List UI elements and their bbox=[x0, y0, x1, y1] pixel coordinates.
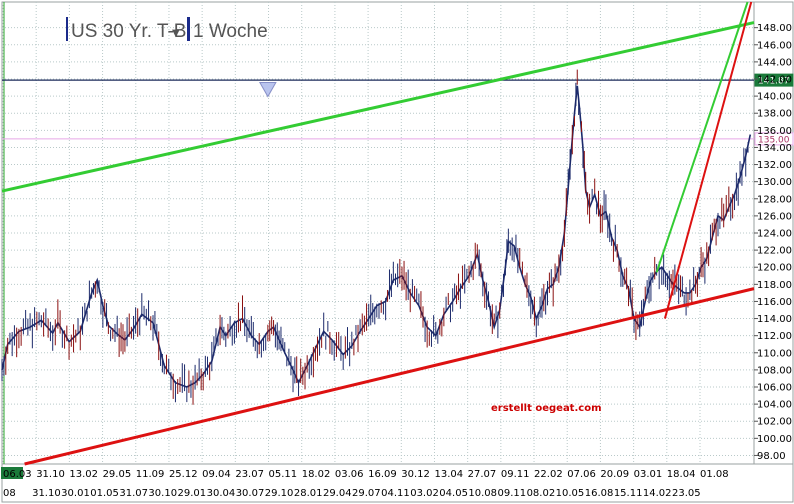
x-tick-label-top: 03.01 bbox=[634, 469, 663, 480]
level-label-resistance: 141.87 bbox=[758, 77, 790, 87]
x-tick-label-top: 16.09 bbox=[368, 469, 397, 480]
instrument-selector[interactable]: US 30 Yr. T-B bbox=[71, 21, 186, 42]
x-tick-label-top: 11.09 bbox=[136, 469, 165, 480]
y-tick-label: 148.00 bbox=[757, 23, 792, 34]
x-tick-label-top: 09.11 bbox=[501, 469, 530, 480]
grid-lines bbox=[2, 2, 754, 464]
x-tick-label-bottom: 29.04 bbox=[323, 488, 352, 499]
trendline-upper-channel bbox=[1, 21, 755, 193]
header-left-bar bbox=[66, 17, 68, 41]
x-tick-label-bottom: 10.05 bbox=[556, 488, 585, 499]
y-tick-label: 138.00 bbox=[757, 109, 792, 120]
x-tick-label-top: 13.02 bbox=[69, 469, 98, 480]
x-tick-label-bottom: 09.11 bbox=[497, 488, 526, 499]
x-tick-label-bottom: 16.08 bbox=[585, 488, 614, 499]
level-badge-resistance bbox=[754, 73, 794, 87]
y-tick-label: 100.00 bbox=[757, 434, 792, 445]
x-tick-label-top: 05.11 bbox=[269, 469, 298, 480]
x-tick-label-bottom: 31.10 bbox=[32, 488, 61, 499]
x-tick-label-top: 18.04 bbox=[667, 469, 696, 480]
triangle-marker-icon bbox=[258, 82, 277, 98]
plot-area[interactable] bbox=[1, 1, 755, 465]
x-tick-label-top: 01.08 bbox=[700, 469, 729, 480]
x-tick-label-bottom: 29.07 bbox=[352, 488, 381, 499]
x-tick-label-bottom: 03.02 bbox=[410, 488, 439, 499]
trendlines bbox=[1, 1, 755, 466]
horizontal-levels: 141.87 135.00 bbox=[2, 73, 794, 146]
x-axis-panel bbox=[1, 463, 794, 503]
x-tick-label-bottom: 31.07 bbox=[119, 488, 148, 499]
x-tick-label-top: 29.05 bbox=[103, 469, 132, 480]
header-mid-bar bbox=[187, 17, 190, 41]
y-tick-label: 110.00 bbox=[757, 348, 792, 359]
y-tick-label: 130.00 bbox=[757, 177, 792, 188]
y-tick-label: 118.00 bbox=[757, 280, 792, 291]
date-highlight-box bbox=[1, 467, 23, 479]
price-series bbox=[1, 69, 752, 405]
y-tick-label: 136.00 bbox=[757, 126, 792, 137]
x-tick-label-top: 31.10 bbox=[36, 469, 65, 480]
y-axis-ticks: 98.00 100.00 102.00 104.00 106.00 108.00 110.0… bbox=[754, 23, 792, 462]
x-tick-label-bottom: 01.05 bbox=[90, 488, 119, 499]
credit-label: erstellt oegeat.com bbox=[491, 403, 601, 414]
x-tick-label-bottom: 29.10 bbox=[265, 488, 294, 499]
y-tick-label: 108.00 bbox=[757, 365, 792, 376]
chevron-down-icon[interactable]: ▼ bbox=[172, 28, 180, 39]
y-tick-label: 128.00 bbox=[757, 194, 792, 205]
trendline-steep-channel bbox=[655, 1, 749, 273]
y-tick-label: 126.00 bbox=[757, 211, 792, 222]
chart-markers bbox=[258, 82, 277, 98]
x-tick-label-bottom: 08 bbox=[3, 488, 16, 499]
y-tick-label: 102.00 bbox=[757, 417, 792, 428]
x-tick-label-bottom: 28.01 bbox=[294, 488, 323, 499]
x-tick-label-bottom: 30.10 bbox=[148, 488, 177, 499]
chart-header: US 30 Yr. T-B ▼ 1 Woche bbox=[66, 17, 268, 42]
trendline-lower-channel bbox=[24, 287, 755, 466]
x-tick-label-top: 07.06 bbox=[567, 469, 596, 480]
y-tick-label: 140.00 bbox=[757, 92, 792, 103]
level-label-pink: 135.00 bbox=[758, 135, 790, 145]
y-tick-label: 142.00 bbox=[757, 75, 792, 86]
x-tick-label-top: 18.02 bbox=[302, 469, 331, 480]
y-tick-label: 122.00 bbox=[757, 246, 792, 257]
x-tick-label-top: 06.03 bbox=[3, 469, 32, 480]
x-tick-label-bottom: 08.02 bbox=[527, 488, 556, 499]
y-tick-label: 104.00 bbox=[757, 400, 792, 411]
x-tick-label-top: 03.06 bbox=[335, 469, 364, 480]
x-tick-label-bottom: 30.01 bbox=[61, 488, 90, 499]
x-tick-label-bottom: 04.05 bbox=[439, 488, 468, 499]
y-tick-label: 98.00 bbox=[757, 451, 786, 462]
x-tick-label-top: 20.09 bbox=[600, 469, 629, 480]
y-tick-label: 112.00 bbox=[757, 331, 792, 342]
y-tick-label: 106.00 bbox=[757, 383, 792, 394]
x-tick-label-top: 25.12 bbox=[169, 469, 198, 480]
x-tick-label-bottom: 10.08 bbox=[468, 488, 497, 499]
y-tick-label: 116.00 bbox=[757, 297, 792, 308]
x-tick-label-bottom: 15.11 bbox=[614, 488, 643, 499]
x-tick-label-top: 23.07 bbox=[235, 469, 264, 480]
x-tick-label-top: 22.02 bbox=[534, 469, 563, 480]
y-tick-label: 124.00 bbox=[757, 229, 792, 240]
y-tick-label: 120.00 bbox=[757, 263, 792, 274]
y-tick-label: 132.00 bbox=[757, 160, 792, 171]
x-tick-label-bottom: 30.07 bbox=[236, 488, 265, 499]
x-tick-label-top: 27.07 bbox=[468, 469, 497, 480]
trendline-steep-support bbox=[663, 1, 753, 319]
x-tick-label-bottom: 04.11 bbox=[381, 488, 410, 499]
level-badge-pink bbox=[754, 132, 794, 146]
x-tick-label-bottom: 30.04 bbox=[207, 488, 236, 499]
x-tick-label-bottom: 29.01 bbox=[178, 488, 207, 499]
x-tick-label-bottom: 14.02 bbox=[643, 488, 672, 499]
y-tick-label: 134.00 bbox=[757, 143, 792, 154]
timeframe-label[interactable]: 1 Woche bbox=[193, 21, 268, 42]
y-tick-label: 146.00 bbox=[757, 40, 792, 51]
x-tick-label-top: 09.04 bbox=[202, 469, 231, 480]
x-tick-label-bottom: 23.05 bbox=[672, 488, 701, 499]
y-tick-label: 144.00 bbox=[757, 57, 792, 68]
x-tick-label-top: 13.04 bbox=[434, 469, 463, 480]
x-axis-ticks: 06.03 31.10 13.02 29.05 11.09 25.12 09.04 23.07… bbox=[1, 467, 729, 499]
x-tick-label-top: 30.12 bbox=[401, 469, 430, 480]
y-tick-label: 114.00 bbox=[757, 314, 792, 325]
